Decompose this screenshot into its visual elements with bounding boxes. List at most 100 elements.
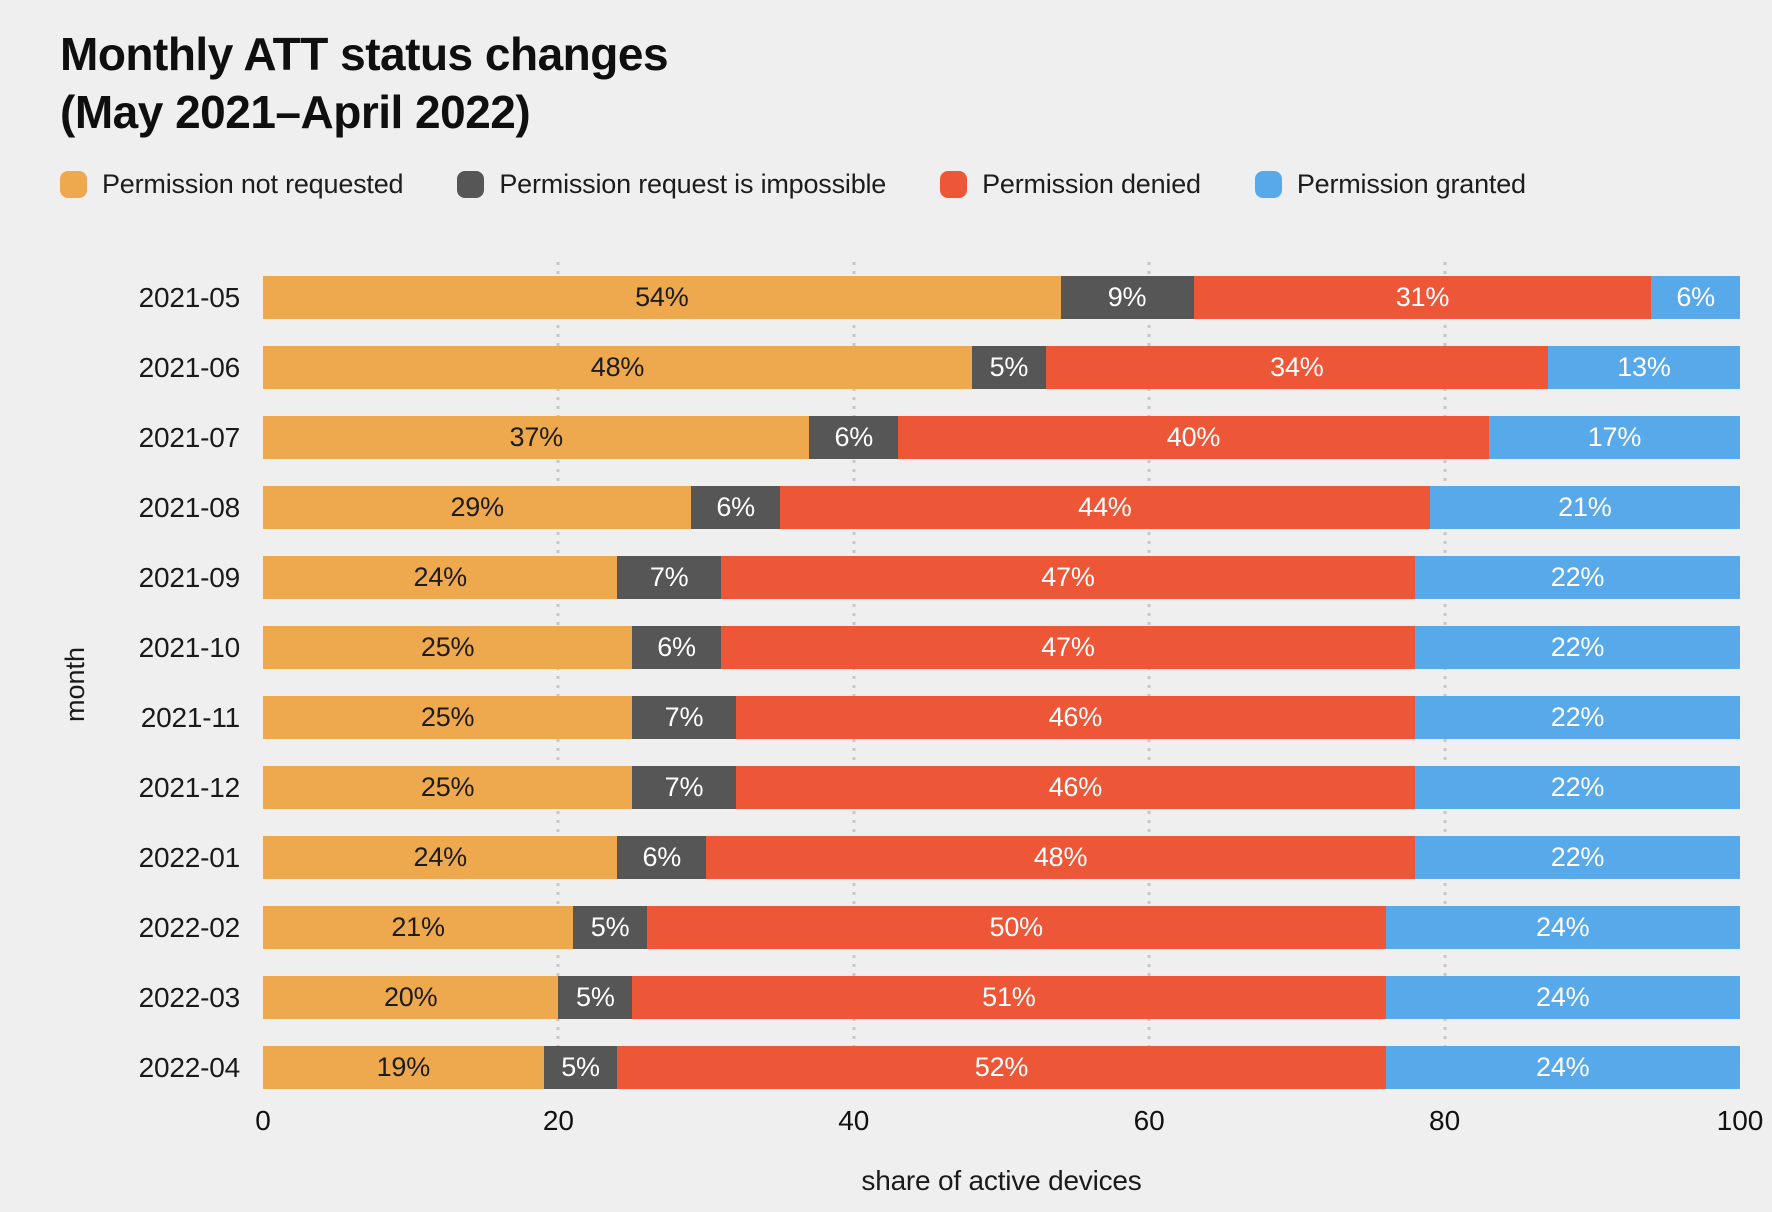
bar-value-label: 5% <box>590 912 630 942</box>
row-label: 2021-08 <box>138 491 241 523</box>
bar-track: 54% 9% 31% 6% <box>263 276 1740 319</box>
bar-segment: 48% <box>263 346 972 389</box>
bar-segment: 54% <box>263 276 1061 319</box>
bar-segment: 44% <box>779 486 1430 529</box>
bar-segment: 46% <box>735 696 1416 739</box>
bar-segment: 25% <box>263 766 633 809</box>
bar-segment: 22% <box>1415 766 1740 809</box>
bar-track: 37% 6% 40% 17% <box>263 416 1740 459</box>
legend-label: Permission denied <box>982 169 1201 199</box>
bar-value-label: 24% <box>413 562 468 592</box>
bar-segment: 21% <box>1429 486 1740 529</box>
bar-segment: 22% <box>1415 836 1740 879</box>
bar-segment: 37% <box>263 416 810 459</box>
bar-value-label: 6% <box>716 492 755 522</box>
bar-value-label: 24% <box>1536 1052 1590 1082</box>
bar-value-label: 31% <box>1395 282 1450 312</box>
bar-segment: 7% <box>632 766 736 809</box>
chart-row: 2021-08 29% 6% 44% 21% <box>60 486 1740 529</box>
chart-row: 2021-09 24% 7% 47% 22% <box>60 556 1740 599</box>
row-label: 2022-01 <box>138 841 241 873</box>
gridlines <box>263 262 1740 1089</box>
bar-segment: 7% <box>617 556 721 599</box>
bar-segment: 51% <box>632 976 1386 1019</box>
bar-segment: 13% <box>1547 346 1740 389</box>
bar-value-label: 24% <box>1536 912 1590 942</box>
x-tick-label: 0 <box>255 1105 271 1136</box>
bar-value-label: 52% <box>974 1052 1029 1082</box>
bar-value-label: 29% <box>450 492 504 522</box>
row-label: 2021-12 <box>138 771 241 803</box>
bar-value-label: 37% <box>509 422 564 452</box>
bar-value-label: 6% <box>657 632 696 662</box>
legend-label: Permission not requested <box>102 169 404 199</box>
chart-row: 2021-06 48% 5% 34% 13% <box>60 346 1740 389</box>
bar-segment: 24% <box>263 556 618 599</box>
x-tick-label: 40 <box>838 1105 870 1136</box>
bar-segment: 47% <box>720 626 1416 669</box>
row-label: 2021-07 <box>138 421 241 453</box>
bar-value-label: 6% <box>834 422 874 452</box>
bar-value-label: 46% <box>1048 772 1103 802</box>
legend-label: Permission request is impossible <box>499 169 887 199</box>
row-label: 2021-06 <box>138 351 241 383</box>
bar-value-label: 7% <box>664 702 704 732</box>
bar-value-label: 48% <box>1033 842 1088 872</box>
chart-row: 2022-02 21% 5% 50% 24% <box>60 906 1740 949</box>
bar-segment: 29% <box>263 486 692 529</box>
bar-segment: 52% <box>617 1046 1386 1089</box>
bar-value-label: 7% <box>649 562 689 592</box>
row-label: 2022-02 <box>138 911 241 943</box>
bar-value-label: 22% <box>1550 632 1605 662</box>
bar-value-label: 46% <box>1048 702 1103 732</box>
bar-segment: 17% <box>1488 416 1740 459</box>
bar-segment: 46% <box>735 766 1416 809</box>
row-label: 2021-09 <box>138 561 241 593</box>
bar-value-label: 54% <box>635 282 689 312</box>
bar-track: 29% 6% 44% 21% <box>263 486 1740 529</box>
legend-item-3: Permission denied <box>940 169 1201 200</box>
bar-segment: 6% <box>1651 276 1740 319</box>
bar-track: 20% 5% 51% 24% <box>263 976 1740 1019</box>
row-label: 2022-04 <box>138 1051 241 1083</box>
gridline <box>556 262 560 1089</box>
legend-swatch-icon <box>1254 171 1282 198</box>
bar-value-label: 25% <box>420 632 475 662</box>
x-tick-label: 100 <box>1716 1105 1764 1136</box>
bar-segment: 5% <box>558 976 633 1019</box>
bar-segment: 22% <box>1415 626 1740 669</box>
row-label: 2022-03 <box>138 981 241 1013</box>
bar-segment: 6% <box>632 626 721 669</box>
legend-swatch-icon <box>60 171 87 198</box>
bar-value-label: 20% <box>383 982 438 1012</box>
bar-segment: 24% <box>1385 976 1740 1019</box>
bar-segment: 22% <box>1415 696 1740 739</box>
chart-row: 2022-01 24% 6% 48% 22% <box>60 836 1740 879</box>
bar-track: 21% 5% 50% 24% <box>263 906 1740 949</box>
bar-segment: 25% <box>263 696 633 739</box>
bar-track: 24% 7% 47% 22% <box>263 556 1740 599</box>
bar-segment: 47% <box>720 556 1416 599</box>
chart-title-line1: Monthly ATT status changes <box>60 28 669 80</box>
row-label: 2021-10 <box>138 631 241 663</box>
gridline <box>852 262 856 1089</box>
bar-segment: 5% <box>543 1046 618 1089</box>
legend-swatch-icon <box>940 171 968 198</box>
bar-segment: 6% <box>617 836 707 879</box>
chart-title: Monthly ATT status changes (May 2021–Apr… <box>60 26 1740 141</box>
bar-value-label: 24% <box>413 842 468 872</box>
x-tick-label: 80 <box>1429 1105 1461 1136</box>
bar-segment: 31% <box>1193 276 1652 319</box>
bar-value-label: 47% <box>1041 632 1095 662</box>
bar-segment: 5% <box>971 346 1046 389</box>
bar-value-label: 21% <box>391 912 445 942</box>
bar-value-label: 25% <box>420 772 475 802</box>
legend-item-2: Permission request is impossible <box>457 169 886 200</box>
bar-segment: 9% <box>1060 276 1194 319</box>
chart-row: 2021-12 25% 7% 46% 22% <box>60 766 1740 809</box>
bar-value-label: 40% <box>1166 422 1221 452</box>
bar-value-label: 22% <box>1550 702 1605 732</box>
bar-value-label: 51% <box>982 982 1036 1012</box>
